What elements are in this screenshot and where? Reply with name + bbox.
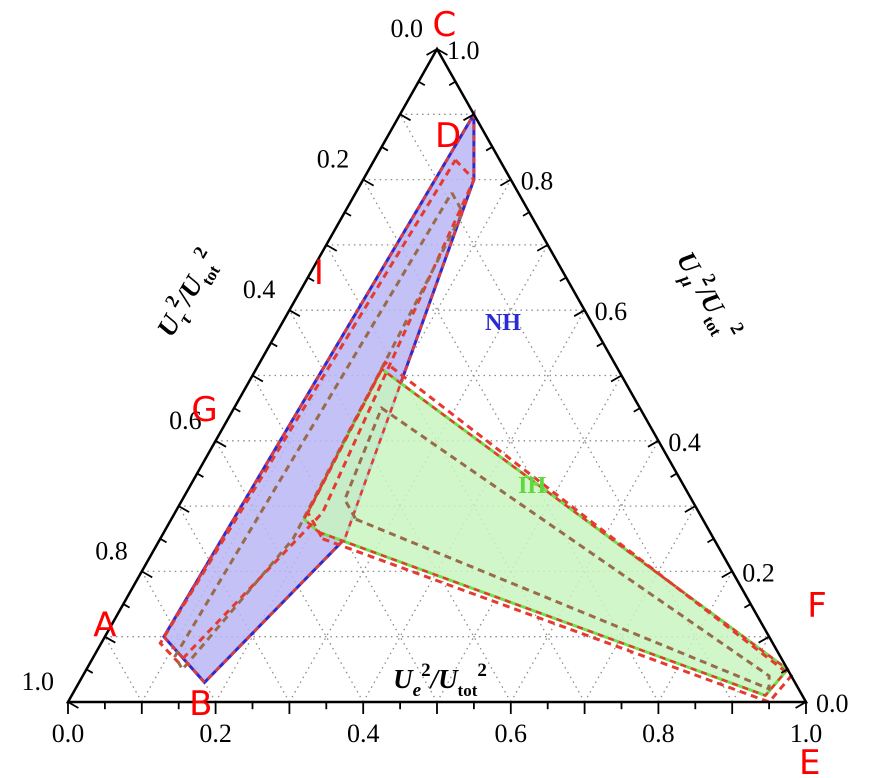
left-tick: [215, 440, 227, 448]
right-tick: [596, 342, 604, 348]
contour-outline-ih: [302, 367, 790, 697]
right-tick: [448, 80, 456, 87]
left-tick-label: 0.4: [243, 275, 276, 304]
left-tick: [86, 668, 94, 674]
left-tick: [344, 211, 352, 217]
right-tick: [522, 211, 530, 217]
left-tick: [381, 146, 389, 152]
grid-line: [104, 636, 143, 703]
bottom-axis-title: Ue2/Utot2: [393, 660, 487, 701]
bottom-tick-label: 0.8: [642, 719, 675, 748]
left-tick: [270, 342, 278, 348]
right-tick: [647, 440, 659, 448]
right-tick: [463, 113, 475, 122]
left-axis-title: Uτ2/Utot2: [147, 243, 229, 345]
bottom-tick-label: 0.4: [347, 719, 380, 748]
left-tick: [325, 244, 338, 252]
left-tick: [252, 374, 264, 383]
triangle-axes: [65, 46, 809, 714]
right-tick: [559, 276, 567, 282]
point-label-f: F: [807, 586, 827, 626]
left-tick: [436, 48, 448, 56]
right-tick: [610, 374, 622, 383]
left-tick-label: 0.6: [169, 406, 202, 435]
bottom-tick-label: 1.0: [790, 719, 823, 748]
bottom-tick-label: 0.6: [495, 719, 528, 748]
contour-ih: [306, 360, 794, 704]
contour-nh: [158, 158, 476, 665]
region-label-nh: NH: [485, 310, 521, 336]
right-tick: [670, 472, 678, 478]
left-tick: [178, 505, 190, 513]
right-tick: [795, 701, 807, 709]
left-tick: [418, 80, 426, 87]
left-tick: [196, 472, 204, 478]
axis-title-part: 2: [477, 660, 487, 681]
right-tick: [758, 635, 770, 644]
left-tick-label: 0.8: [95, 536, 128, 565]
left-tick-label: 1.0: [22, 667, 55, 696]
right-tick: [426, 48, 438, 56]
axis-title-part: U: [393, 664, 414, 694]
left-tick: [122, 603, 131, 609]
axis-title-part: /U: [690, 279, 731, 320]
grid-line: [178, 505, 290, 703]
right-tick-label: 1.0: [447, 36, 480, 65]
axis-title-part: e: [413, 680, 422, 701]
right-tick: [684, 505, 696, 513]
right-tick: [780, 668, 788, 674]
axis-title-part: tot: [458, 681, 478, 700]
right-tick: [536, 244, 549, 252]
left-tick: [362, 178, 375, 187]
right-tick-label: 0.0: [816, 689, 849, 718]
point-label-d: D: [435, 116, 461, 156]
right-axis-title: Uμ2/Utot2: [665, 244, 748, 348]
right-tick: [633, 407, 641, 413]
right-tick: [573, 309, 586, 317]
right-tick-label: 0.2: [742, 558, 775, 587]
bottom-tick-label: 0.2: [199, 719, 232, 748]
right-tick-label: 0.6: [595, 297, 628, 326]
left-tick: [67, 701, 79, 709]
left-tick: [104, 635, 116, 644]
bottom-tick-label: 0.0: [52, 719, 85, 748]
right-tick: [499, 178, 512, 187]
axis-title-part: 2: [725, 319, 748, 338]
right-tick-label: 0.4: [668, 428, 701, 457]
tick-labels: 0.0 0.2 0.4 0.6 0.8 1.00.00.20.40.60.81.00.00…: [22, 14, 849, 748]
point-label-i: I: [314, 253, 324, 293]
left-tick: [288, 309, 301, 317]
axis-title-part: 2: [421, 660, 431, 681]
left-tick: [159, 537, 167, 544]
left-tick: [307, 276, 315, 282]
right-tick: [743, 603, 752, 609]
contour-outline-nh: [162, 109, 476, 685]
axis-title-part: 2: [189, 243, 212, 262]
right-tick: [485, 146, 493, 152]
left-tick: [233, 407, 241, 413]
grid-line: [510, 440, 659, 703]
contour-ih: [343, 405, 771, 692]
axis-title-part: /U: [429, 664, 460, 694]
left-tick-label: 0.0: [391, 14, 424, 43]
contour-nh: [173, 191, 465, 673]
point-labels: A B C D E F G I: [93, 5, 827, 778]
grid-line: [215, 440, 364, 703]
right-tick-label: 0.8: [521, 167, 554, 196]
region-label-ih: IH: [518, 473, 546, 499]
point-label-a: A: [93, 606, 116, 646]
regions: NH IH: [158, 108, 794, 704]
point-label-e: E: [799, 743, 820, 778]
left-tick: [399, 113, 411, 122]
right-tick: [721, 570, 733, 579]
point-label-b: B: [189, 684, 212, 724]
point-label-g: G: [191, 390, 217, 430]
right-tick: [707, 537, 715, 544]
point-label-c: C: [433, 5, 457, 45]
left-tick: [141, 570, 153, 579]
left-tick-label: 0.2: [317, 145, 350, 174]
grid-line: [584, 505, 696, 703]
